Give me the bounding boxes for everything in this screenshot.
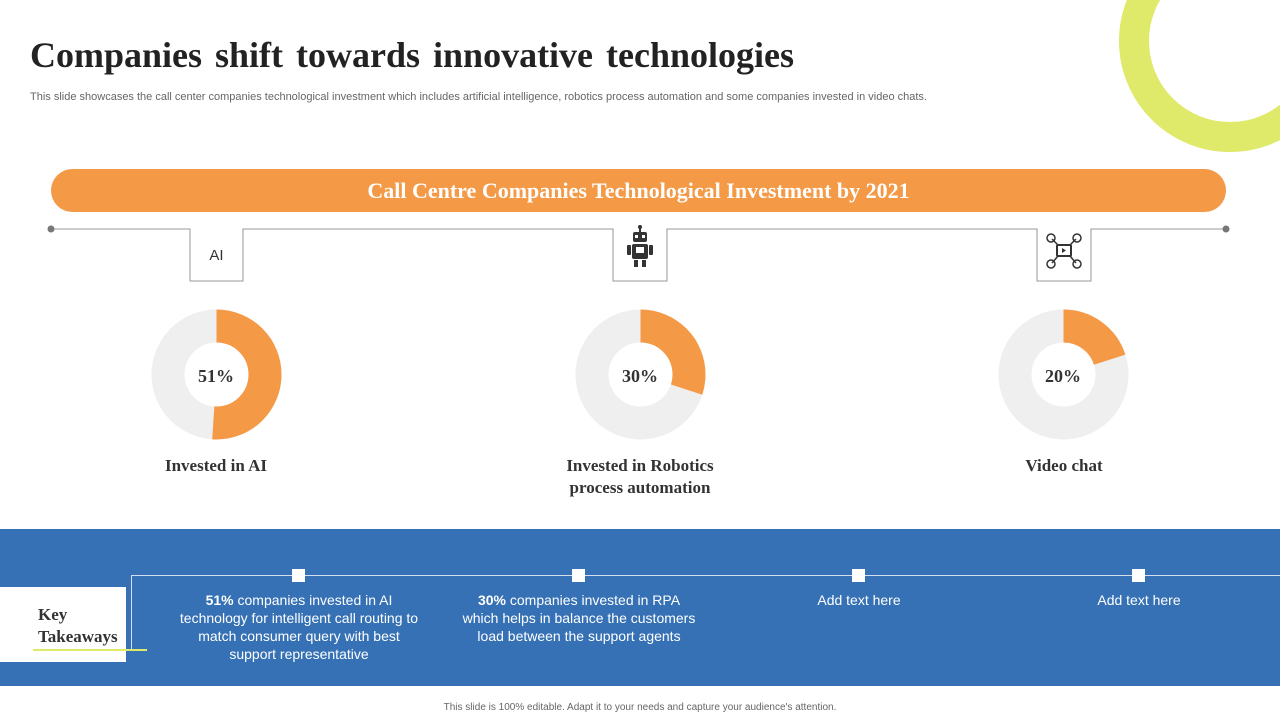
donut-chart-rpa xyxy=(575,309,706,440)
donut-chart-video-chat xyxy=(998,309,1129,440)
connector-line xyxy=(47,225,1230,282)
page-subtitle: This slide showcases the call center com… xyxy=(30,91,927,103)
donut-hole-rpa xyxy=(609,343,672,406)
donut-hole-ai xyxy=(185,343,248,406)
takeaway-body-2: companies invested in RPA which helps in… xyxy=(462,592,696,644)
donut-slice-rpa xyxy=(575,309,706,440)
donut-value-rpa: 30% xyxy=(622,366,658,386)
takeaway-text-3: Add text here xyxy=(739,591,979,609)
video-chat-icon xyxy=(1046,233,1082,269)
robot-icon-box xyxy=(613,225,667,269)
donut-hole-video-chat xyxy=(1032,343,1095,406)
takeaway-marker xyxy=(292,569,305,582)
takeaway-text-2: 30% companies invested in RPA which help… xyxy=(459,591,699,645)
takeaway-bold-2: 30% xyxy=(477,592,506,608)
takeaway-marker xyxy=(572,569,585,582)
key-takeaways-heading-line1: Key xyxy=(38,605,68,624)
takeaway-text-4: Add text here xyxy=(1019,591,1259,609)
page-title: Companies shift towards innovative techn… xyxy=(30,35,795,75)
donut-slice-ai xyxy=(151,309,282,440)
donut-label-rpa-line2: process automation xyxy=(569,478,711,497)
ai-icon-box: AI xyxy=(190,229,243,281)
takeaways-divider-vertical xyxy=(131,575,132,651)
donut-label-rpa: Invested in Robotics process automation xyxy=(520,455,760,499)
robot-icon xyxy=(627,225,653,267)
donut-slice-video-chat xyxy=(998,309,1129,440)
takeaway-text-1: 51% companies invested in AI technology … xyxy=(179,591,419,663)
donut-label-rpa-line1: Invested in Robotics xyxy=(566,456,714,475)
donut-label-ai: Invested in AI xyxy=(164,456,268,475)
section-banner: Call Centre Companies Technological Inve… xyxy=(51,169,1226,212)
takeaway-bold-1: 51% xyxy=(205,592,234,608)
takeaway-body-4: Add text here xyxy=(1097,592,1181,608)
donut-value-video-chat: 20% xyxy=(1045,366,1081,386)
takeaways-divider xyxy=(131,575,1280,576)
donut-label-video-chat: Video chat xyxy=(1025,456,1103,475)
ai-icon: AI xyxy=(209,246,224,264)
donut-chart-ai xyxy=(151,309,282,440)
key-takeaways-heading: Key Takeaways xyxy=(38,604,138,648)
video-chat-icon-box xyxy=(1037,229,1091,273)
takeaway-marker xyxy=(1132,569,1145,582)
takeaway-marker xyxy=(852,569,865,582)
key-takeaways-underline xyxy=(33,649,147,651)
footer-note: This slide is 100% editable. Adapt it to… xyxy=(443,702,837,713)
key-takeaways-heading-line2: Takeaways xyxy=(38,627,118,646)
takeaways-band xyxy=(0,529,1280,686)
donut-value-ai: 51% xyxy=(198,366,234,386)
takeaway-body-3: Add text here xyxy=(817,592,901,608)
takeaway-body-1: companies invested in AI technology for … xyxy=(179,592,419,662)
